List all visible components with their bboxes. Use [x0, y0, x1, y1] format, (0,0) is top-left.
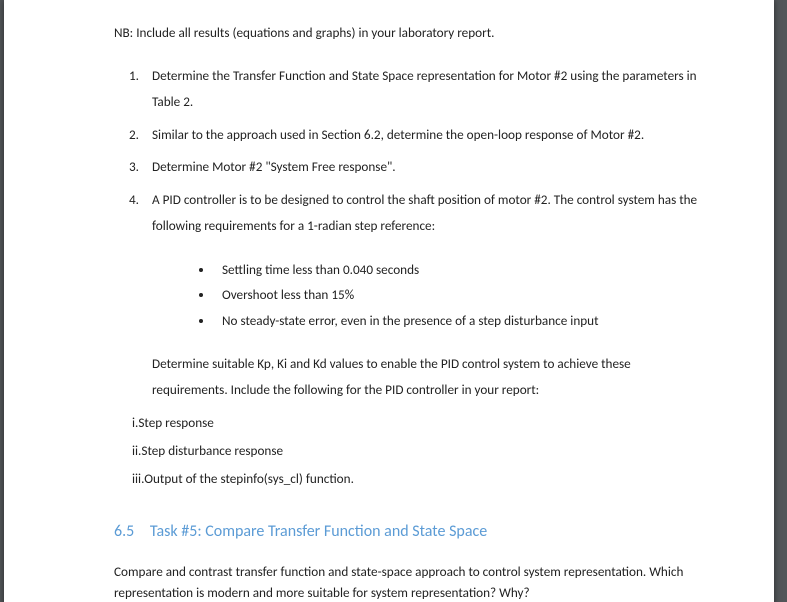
- roman-sublist: i.Step response ii.Step disturbance resp…: [132, 410, 704, 493]
- requirements-bullet-list: Settling time less than 0.040 seconds Ov…: [114, 258, 704, 333]
- nb-note: NB: Include all results (equations and g…: [114, 20, 704, 45]
- task5-paragraph: Compare and contrast transfer function a…: [114, 561, 704, 602]
- list-item: Settling time less than 0.040 seconds: [214, 258, 704, 282]
- list-item: i.Step response: [132, 410, 704, 436]
- numbered-task-list: Determine the Transfer Function and Stat…: [114, 63, 704, 239]
- list-item: ii.Step disturbance response: [132, 438, 704, 464]
- list-item: Determine Motor #2 "System Free response…: [142, 154, 704, 180]
- list-item: Similar to the approach used in Section …: [142, 122, 704, 148]
- section-heading: 6.5 Task #5: Compare Transfer Function a…: [114, 517, 704, 547]
- section-title: Task #5: Compare Transfer Function and S…: [150, 522, 487, 541]
- list-item: iii.Output of the stepinfo(sys_cl) funct…: [132, 466, 704, 492]
- list-item: No steady-state error, even in the prese…: [214, 309, 704, 333]
- document-page: NB: Include all results (equations and g…: [4, 0, 774, 602]
- list-item: Overshoot less than 15%: [214, 283, 704, 307]
- list-item: Determine the Transfer Function and Stat…: [142, 63, 704, 116]
- viewer-background: NB: Include all results (equations and g…: [0, 0, 787, 602]
- determine-paragraph: Determine suitable Kp, Ki and Kd values …: [152, 351, 704, 404]
- list-item: A PID controller is to be designed to co…: [142, 187, 704, 240]
- section-number: 6.5: [114, 522, 134, 541]
